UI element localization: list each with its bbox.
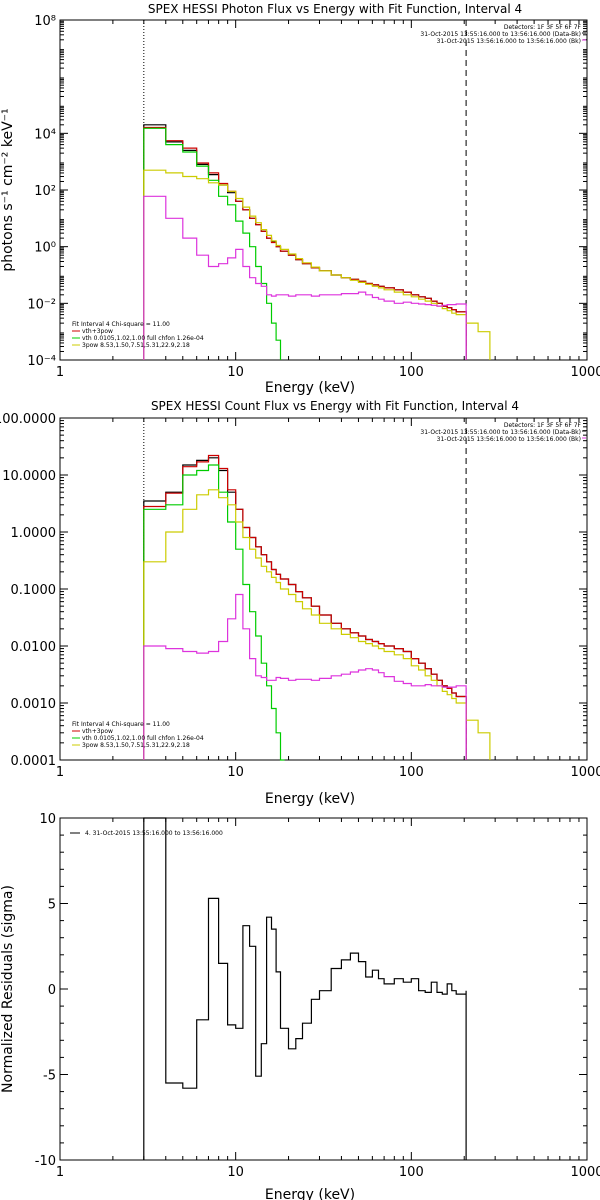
count-flux-x-tick-label: 10 (227, 765, 244, 780)
photon-flux-x-tick-label: 1000 (570, 365, 600, 380)
count-flux-series (143, 454, 491, 761)
photon-flux-y-tick-label: 10⁻⁴ (27, 354, 56, 369)
count-flux-x-tick-label: 1 (56, 765, 64, 780)
count-flux-y-tick-label: 100.0000 (0, 412, 56, 427)
photon-flux-x-tick-label: 10 (227, 365, 244, 380)
count-flux-legend-bottom-entry: vth 0.0105,1.02,1.00 full chfon 1.26e-04 (82, 735, 204, 742)
photon-flux-series-0 (143, 124, 467, 360)
count-flux-series-3 (143, 489, 491, 760)
photon-flux-legend-bottom-entry: Fit Interval 4 Chi-square = 11.00 (72, 321, 170, 328)
residuals-x-tick-label: 1 (56, 1165, 64, 1180)
count-flux-legend-top-entry: 31-Oct-2015 13:56:16.000 to 13:56:16.000… (437, 436, 581, 443)
residuals-series (143, 817, 467, 1160)
residuals-y-tick-label: 5 (48, 898, 56, 913)
residuals-y-label: Normalized Residuals (sigma) (0, 885, 16, 1093)
count-flux-series-4 (143, 593, 467, 760)
photon-flux-y-tick-label: 10² (34, 184, 56, 199)
count-flux-legend-bottom-entry: 3pow 8.53,1.50,7.51,5.31,22.9,2.18 (82, 742, 190, 749)
residuals-plot-frame (59, 817, 588, 1161)
photon-flux-panel: SPEX HESSI Photon Flux vs Energy with Fi… (0, 2, 600, 396)
residuals-y-tick-label: 10 (39, 812, 56, 827)
residuals-ticks: 1 10 100 1000 -10 -5 0 5 10 (35, 812, 600, 1180)
photon-flux-series (143, 124, 491, 360)
residuals-series-0 (143, 817, 467, 1160)
residuals-panel: 1 10 100 1000 -10 -5 0 5 10 Energy (keV) Normali… (0, 812, 600, 1200)
residuals-y-tick-label: -10 (35, 1154, 56, 1169)
count-flux-x-label: Energy (keV) (265, 791, 355, 807)
residuals-x-tick-label: 10 (227, 1165, 244, 1180)
photon-flux-y-tick-label: 10⁻² (27, 297, 56, 312)
count-flux-x-tick-label: 1000 (570, 765, 600, 780)
photon-flux-legend-bottom-entry: vth 0.0105,1.02,1.00 full chfon 1.26e-04 (82, 335, 204, 342)
count-flux-legend-top-entry: 31-Oct-2015 13:55:16.000 to 13:56:16.000… (420, 429, 581, 436)
photon-flux-x-tick-label: 1 (56, 365, 64, 380)
photon-flux-legend-bottom-entry: vth+3pow (82, 328, 113, 335)
count-flux-y-tick-label: 0.0001 (11, 754, 57, 769)
photon-flux-y-tick-label: 10⁴ (34, 127, 56, 142)
count-flux-title: SPEX HESSI Count Flux vs Energy with Fit… (151, 399, 519, 413)
photon-flux-legend-top-entry: 31-Oct-2015 13:56:16.000 to 13:56:16.000… (437, 38, 581, 45)
residuals-legend: 4. 31-Oct-2015 13:55:16.000 to 13:56:16.… (70, 830, 223, 837)
photon-flux-legend-bottom: Fit Interval 4 Chi-square = 11.00vth+3po… (72, 321, 204, 349)
residuals-x-label: Energy (keV) (265, 1187, 355, 1200)
photon-flux-plot-frame (59, 19, 588, 361)
photon-flux-y-label: photons s⁻¹ cm⁻² keV⁻¹ (0, 108, 16, 271)
count-flux-series-1 (143, 454, 467, 760)
photon-flux-series-3 (143, 169, 491, 360)
count-flux-legend-bottom: Fit Interval 4 Chi-square = 11.00vth+3po… (72, 721, 204, 749)
residuals-legend-entry: 4. 31-Oct-2015 13:55:16.000 to 13:56:16.… (85, 830, 223, 837)
residuals-y-tick-label: 0 (48, 983, 56, 998)
photon-flux-y-tick-label: 10⁸ (34, 14, 56, 29)
photon-flux-ticks: 1 10 100 1000 10⁻⁴ 10⁻² 10⁰ 10² 10⁴ 10⁸ (27, 14, 600, 380)
photon-flux-legend-top-entry: Detectors: 1F 3F 5F 6F 7F (504, 24, 582, 31)
count-flux-y-tick-label: 0.0100 (11, 640, 57, 655)
residuals-x-tick-label: 1000 (570, 1165, 600, 1180)
count-flux-y-tick-label: 1.0000 (11, 526, 57, 541)
count-flux-y-tick-label: 0.0010 (11, 697, 57, 712)
count-flux-legend-top-entry: Detectors: 1F 3F 5F 6F 7F (504, 422, 582, 429)
photon-flux-legend-bottom-entry: 3pow 8.53,1.50,7.51,5.31,22.9,2.18 (82, 342, 190, 349)
count-flux-panel: SPEX HESSI Count Flux vs Energy with Fit… (0, 399, 600, 807)
count-flux-plot-frame (59, 417, 588, 761)
count-flux-y-tick-label: 0.1000 (11, 583, 57, 598)
count-flux-y-tick-label: 10.0000 (2, 469, 56, 484)
count-flux-x-tick-label: 100 (399, 765, 424, 780)
residuals-x-tick-label: 100 (399, 1165, 424, 1180)
photon-flux-series-1 (143, 126, 467, 360)
count-flux-ticks: 1 10 100 1000 0.0001 0.0010 0.0100 0.1000 1.0000… (0, 412, 600, 780)
photon-flux-x-tick-label: 100 (399, 365, 424, 380)
photon-flux-series-2 (143, 127, 282, 360)
count-flux-legend-bottom-entry: vth+3pow (82, 728, 113, 735)
count-flux-series-2 (143, 464, 285, 761)
photon-flux-title: SPEX HESSI Photon Flux vs Energy with Fi… (148, 2, 522, 16)
photon-flux-y-tick-label: 10⁰ (34, 241, 56, 256)
count-flux-legend-bottom-entry: Fit Interval 4 Chi-square = 11.00 (72, 721, 170, 728)
photon-flux-x-label: Energy (keV) (265, 380, 355, 396)
residuals-y-tick-label: -5 (43, 1069, 56, 1084)
photon-flux-legend-top-entry: 31-Oct-2015 13:55:16.000 to 13:56:16.000… (420, 31, 581, 38)
photon-flux-series-4 (143, 195, 467, 360)
